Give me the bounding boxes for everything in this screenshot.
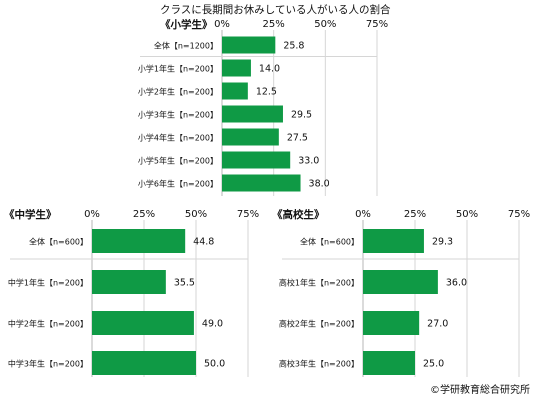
elementary-category-label: 小学2年生【n=200】	[138, 87, 218, 97]
high-school-tick-label: 75%	[508, 209, 530, 220]
elementary-value-label: 14.0	[259, 64, 280, 75]
elementary-category-label: 小学4年生【n=200】	[138, 133, 218, 143]
high-school-category-label: 高校3年生【n=200】	[279, 359, 359, 369]
elementary-value-label: 38.0	[309, 179, 330, 190]
junior-high-category-label: 中学2年生【n=200】	[8, 319, 88, 329]
junior-high-value-label: 35.5	[174, 278, 195, 289]
high-school-value-label: 29.3	[432, 237, 453, 248]
elementary-value-label: 25.8	[283, 41, 304, 52]
elementary-category-label: 全体【n=1200】	[154, 41, 218, 51]
elementary-category-label: 小学5年生【n=200】	[138, 156, 218, 166]
elementary-tick-label: 0%	[214, 19, 230, 30]
elementary-chart-title: 《小学生》	[160, 19, 213, 31]
elementary-bar	[222, 151, 291, 169]
junior-high-bar	[92, 229, 186, 253]
junior-high-tick-label: 25%	[133, 209, 155, 220]
elementary-bar	[222, 105, 283, 123]
junior-high-value-label: 50.0	[204, 359, 225, 370]
high-school-category-label: 高校1年生【n=200】	[279, 278, 359, 288]
junior-high-bar	[92, 351, 196, 375]
junior-high-value-label: 49.0	[202, 319, 223, 330]
elementary-value-label: 27.5	[287, 133, 308, 144]
elementary-category-label: 小学6年生【n=200】	[138, 179, 218, 189]
elementary-category-label: 小学3年生【n=200】	[138, 110, 218, 120]
elementary-bar	[222, 36, 276, 54]
copyright-footer: ©学研教育総合研究所	[430, 385, 530, 396]
elementary-bar	[222, 82, 248, 100]
high-school-bar	[363, 311, 420, 335]
chart-main-title: クラスに長期間お休みしている人がいる人の割合	[160, 4, 391, 16]
high-school-bar	[363, 270, 438, 294]
elementary-tick-label: 75%	[366, 19, 388, 30]
junior-high-category-label: 全体【n=600】	[29, 237, 88, 247]
high-school-value-label: 27.0	[427, 319, 448, 330]
elementary-value-label: 33.0	[298, 156, 319, 167]
elementary-bar	[222, 174, 301, 192]
high-school-chart-title: 《高校生》	[272, 209, 325, 221]
elementary-category-label: 小学1年生【n=200】	[138, 64, 218, 74]
high-school-category-label: 全体【n=600】	[300, 237, 359, 247]
junior-high-tick-label: 75%	[237, 209, 259, 220]
junior-high-bar	[92, 311, 194, 335]
elementary-bar	[222, 128, 279, 146]
elementary-value-label: 12.5	[256, 87, 277, 98]
high-school-bar	[363, 351, 415, 375]
high-school-value-label: 36.0	[446, 278, 467, 289]
junior-high-category-label: 中学3年生【n=200】	[8, 359, 88, 369]
high-school-tick-label: 25%	[404, 209, 426, 220]
high-school-bar	[363, 229, 424, 253]
junior-high-tick-label: 0%	[84, 209, 100, 220]
elementary-tick-label: 50%	[314, 19, 336, 30]
junior-high-chart-title: 《中学生》	[4, 209, 57, 221]
high-school-value-label: 25.0	[423, 359, 444, 370]
elementary-value-label: 29.5	[291, 110, 312, 121]
high-school-tick-label: 0%	[355, 209, 371, 220]
high-school-tick-label: 50%	[456, 209, 478, 220]
high-school-category-label: 高校2年生【n=200】	[279, 319, 359, 329]
junior-high-value-label: 44.8	[193, 237, 214, 248]
junior-high-bar	[92, 270, 166, 294]
junior-high-tick-label: 50%	[185, 209, 207, 220]
elementary-bar	[222, 59, 251, 77]
elementary-tick-label: 25%	[263, 19, 285, 30]
junior-high-category-label: 中学1年生【n=200】	[8, 278, 88, 288]
